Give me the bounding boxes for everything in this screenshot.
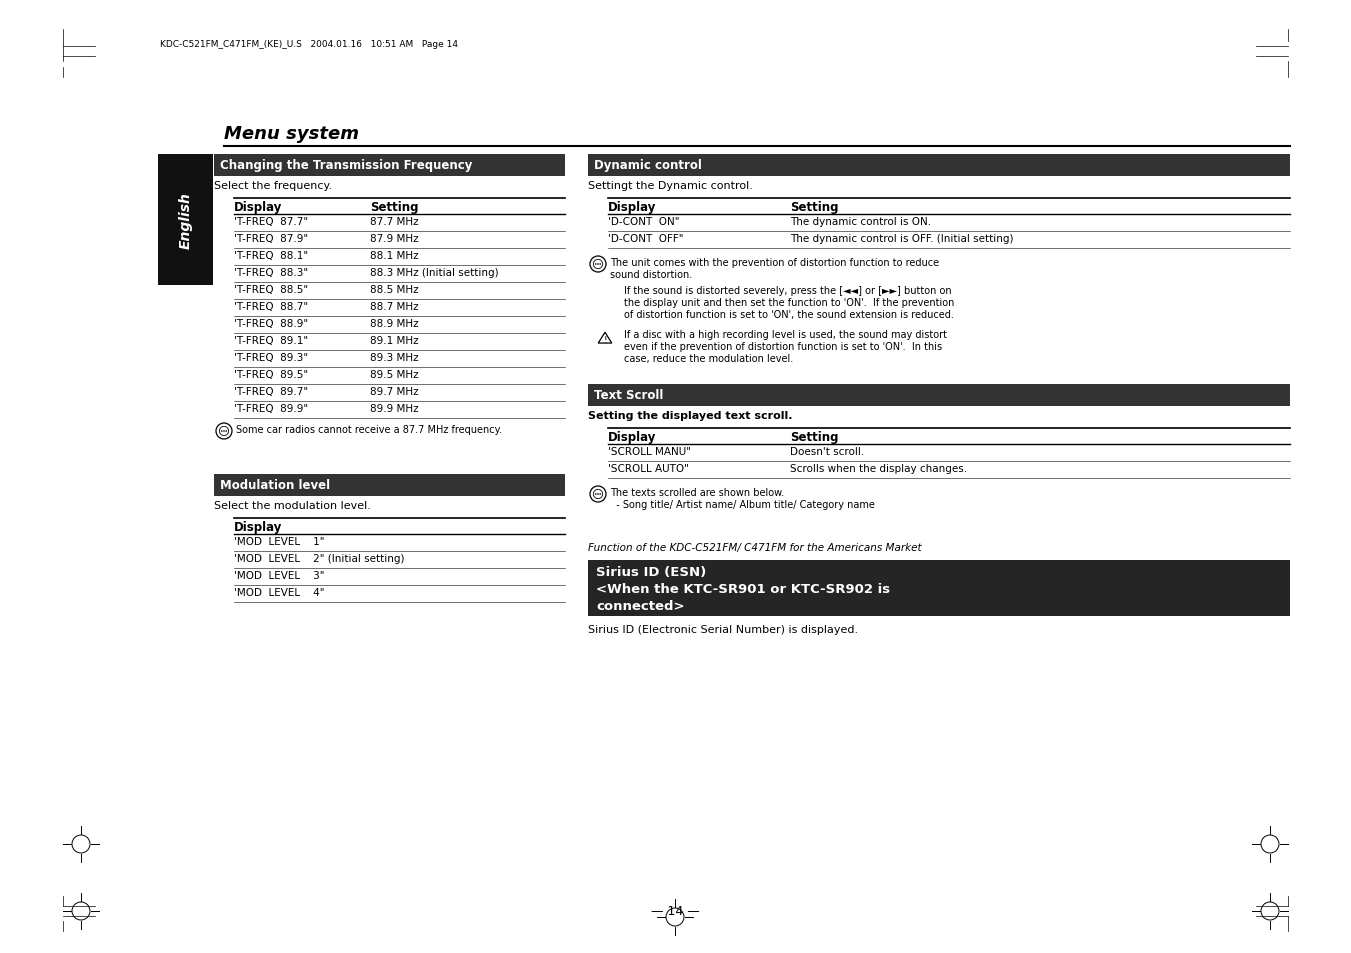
Text: Doesn't scroll.: Doesn't scroll.	[790, 447, 865, 456]
Bar	[213, 475, 565, 497]
Text: !: !	[603, 336, 607, 345]
Text: 88.3 MHz (Initial setting): 88.3 MHz (Initial setting)	[370, 268, 499, 277]
Text: — 14 —: — 14 —	[651, 904, 700, 917]
Circle shape	[226, 431, 227, 433]
Text: Display: Display	[608, 431, 657, 443]
Circle shape	[594, 264, 597, 266]
Text: The dynamic control is ON.: The dynamic control is ON.	[790, 216, 931, 227]
Text: 'T-FREQ  88.1": 'T-FREQ 88.1"	[234, 251, 308, 261]
Text: The unit comes with the prevention of distortion function to reduce: The unit comes with the prevention of di…	[611, 257, 939, 268]
Text: - Song title/ Artist name/ Album title/ Category name: - Song title/ Artist name/ Album title/ …	[611, 499, 875, 510]
Text: Display: Display	[608, 201, 657, 213]
Text: 88.9 MHz: 88.9 MHz	[370, 318, 419, 329]
Text: Setting the displayed text scroll.: Setting the displayed text scroll.	[588, 411, 793, 420]
Text: If the sound is distorted severely, press the [◄◄] or [►►] button on: If the sound is distorted severely, pres…	[624, 286, 951, 295]
Text: 'T-FREQ  88.7": 'T-FREQ 88.7"	[234, 302, 308, 312]
Text: Select the frequency.: Select the frequency.	[213, 181, 332, 191]
Text: 88.7 MHz: 88.7 MHz	[370, 302, 419, 312]
Text: Changing the Transmission Frequency: Changing the Transmission Frequency	[220, 159, 473, 172]
Text: Setting: Setting	[790, 431, 839, 443]
Text: 'T-FREQ  89.9": 'T-FREQ 89.9"	[234, 403, 308, 414]
Text: Display: Display	[234, 201, 282, 213]
Text: 87.7 MHz: 87.7 MHz	[370, 216, 419, 227]
Text: 89.9 MHz: 89.9 MHz	[370, 403, 419, 414]
Text: 'T-FREQ  88.9": 'T-FREQ 88.9"	[234, 318, 308, 329]
Text: 'SCROLL AUTO": 'SCROLL AUTO"	[608, 463, 689, 474]
Text: 'T-FREQ  89.1": 'T-FREQ 89.1"	[234, 335, 308, 346]
Circle shape	[223, 431, 224, 433]
Text: Select the modulation level.: Select the modulation level.	[213, 500, 372, 511]
Circle shape	[600, 264, 601, 266]
Text: even if the prevention of distortion function is set to 'ON'.  In this: even if the prevention of distortion fun…	[624, 341, 942, 352]
Circle shape	[597, 264, 598, 266]
Text: The texts scrolled are shown below.: The texts scrolled are shown below.	[611, 488, 784, 497]
Text: Some car radios cannot receive a 87.7 MHz frequency.: Some car radios cannot receive a 87.7 MH…	[236, 424, 503, 435]
Text: sound distortion.: sound distortion.	[611, 270, 692, 280]
Text: Setting: Setting	[370, 201, 419, 213]
Text: 'T-FREQ  88.5": 'T-FREQ 88.5"	[234, 285, 308, 294]
Text: Modulation level: Modulation level	[220, 478, 330, 492]
Text: Function of the KDC-C521FM/ C471FM for the Americans Market: Function of the KDC-C521FM/ C471FM for t…	[588, 542, 921, 553]
Text: English: English	[178, 192, 192, 249]
Text: Dynamic control: Dynamic control	[594, 159, 703, 172]
Text: 'T-FREQ  89.5": 'T-FREQ 89.5"	[234, 370, 308, 379]
Text: If a disc with a high recording level is used, the sound may distort: If a disc with a high recording level is…	[624, 330, 947, 339]
Text: 'MOD  LEVEL    3": 'MOD LEVEL 3"	[234, 571, 324, 580]
Text: 'D-CONT  ON": 'D-CONT ON"	[608, 216, 680, 227]
Text: Sirius ID (ESN): Sirius ID (ESN)	[596, 565, 707, 578]
Text: 'T-FREQ  87.9": 'T-FREQ 87.9"	[234, 233, 308, 244]
Text: 89.7 MHz: 89.7 MHz	[370, 387, 419, 396]
Text: 'D-CONT  OFF": 'D-CONT OFF"	[608, 233, 684, 244]
Text: 'MOD  LEVEL    1": 'MOD LEVEL 1"	[234, 537, 324, 546]
Text: 88.5 MHz: 88.5 MHz	[370, 285, 419, 294]
Text: 'T-FREQ  87.7": 'T-FREQ 87.7"	[234, 216, 308, 227]
Circle shape	[222, 431, 223, 433]
Text: of distortion function is set to 'ON', the sound extension is reduced.: of distortion function is set to 'ON', t…	[624, 310, 954, 319]
Text: 88.1 MHz: 88.1 MHz	[370, 251, 419, 261]
Text: 'SCROLL MANU": 'SCROLL MANU"	[608, 447, 690, 456]
Text: <When the KTC-SR901 or KTC-SR902 is: <When the KTC-SR901 or KTC-SR902 is	[596, 582, 890, 596]
Text: case, reduce the modulation level.: case, reduce the modulation level.	[624, 354, 793, 364]
Text: The dynamic control is OFF. (Initial setting): The dynamic control is OFF. (Initial set…	[790, 233, 1013, 244]
Circle shape	[597, 494, 598, 496]
Circle shape	[600, 494, 601, 496]
Bar	[588, 385, 1290, 407]
Text: connected>: connected>	[596, 599, 685, 613]
Text: 'MOD  LEVEL    4": 'MOD LEVEL 4"	[234, 587, 324, 598]
Text: 'MOD  LEVEL    2" (Initial setting): 'MOD LEVEL 2" (Initial setting)	[234, 554, 404, 563]
Text: Text Scroll: Text Scroll	[594, 389, 663, 401]
Text: 'T-FREQ  89.7": 'T-FREQ 89.7"	[234, 387, 308, 396]
Text: Settingt the Dynamic control.: Settingt the Dynamic control.	[588, 181, 753, 191]
Text: 89.1 MHz: 89.1 MHz	[370, 335, 419, 346]
Text: Menu system: Menu system	[224, 125, 359, 143]
Text: the display unit and then set the function to 'ON'.  If the prevention: the display unit and then set the functi…	[624, 297, 954, 308]
Text: Scrolls when the display changes.: Scrolls when the display changes.	[790, 463, 967, 474]
Bar	[158, 154, 213, 286]
Text: 87.9 MHz: 87.9 MHz	[370, 233, 419, 244]
Bar	[588, 154, 1290, 177]
Text: KDC-C521FM_C471FM_(KE)_U.S   2004.01.16   10:51 AM   Page 14: KDC-C521FM_C471FM_(KE)_U.S 2004.01.16 10…	[159, 40, 458, 49]
Text: Setting: Setting	[790, 201, 839, 213]
Bar	[213, 154, 565, 177]
Text: 89.3 MHz: 89.3 MHz	[370, 353, 419, 363]
Text: 'T-FREQ  88.3": 'T-FREQ 88.3"	[234, 268, 308, 277]
Text: 89.5 MHz: 89.5 MHz	[370, 370, 419, 379]
Circle shape	[594, 494, 597, 496]
Bar	[588, 560, 1290, 617]
Text: Display: Display	[234, 520, 282, 534]
Text: Sirius ID (Electronic Serial Number) is displayed.: Sirius ID (Electronic Serial Number) is …	[588, 624, 858, 635]
Text: 'T-FREQ  89.3": 'T-FREQ 89.3"	[234, 353, 308, 363]
